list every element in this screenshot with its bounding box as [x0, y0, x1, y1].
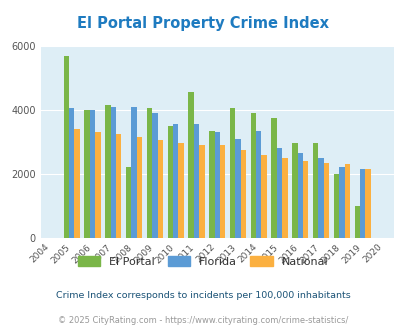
Bar — [116, 134, 121, 238]
Bar — [323, 163, 328, 238]
Bar — [209, 131, 214, 238]
Bar — [364, 169, 370, 238]
Bar — [173, 124, 178, 238]
Bar — [198, 145, 204, 238]
Bar — [271, 118, 276, 238]
Bar — [256, 131, 261, 238]
Bar — [131, 107, 136, 238]
Bar — [261, 155, 266, 238]
Bar — [193, 124, 198, 238]
Bar — [359, 169, 364, 238]
Bar — [147, 108, 152, 238]
Bar — [105, 105, 110, 238]
Bar — [338, 167, 344, 238]
Bar — [312, 144, 318, 238]
Bar — [333, 174, 338, 238]
Bar — [167, 126, 173, 238]
Text: Crime Index corresponds to incidents per 100,000 inhabitants: Crime Index corresponds to incidents per… — [55, 291, 350, 300]
Bar — [110, 107, 116, 238]
Bar — [136, 137, 142, 238]
Bar — [240, 150, 245, 238]
Bar — [292, 144, 297, 238]
Bar — [318, 158, 323, 238]
Text: El Portal Property Crime Index: El Portal Property Crime Index — [77, 16, 328, 31]
Bar — [250, 113, 256, 238]
Bar — [344, 164, 349, 238]
Bar — [69, 108, 74, 238]
Bar — [354, 206, 359, 238]
Bar — [157, 140, 162, 238]
Bar — [90, 110, 95, 238]
Bar — [235, 139, 240, 238]
Bar — [84, 110, 90, 238]
Bar — [214, 132, 220, 238]
Bar — [302, 161, 308, 238]
Text: © 2025 CityRating.com - https://www.cityrating.com/crime-statistics/: © 2025 CityRating.com - https://www.city… — [58, 316, 347, 325]
Bar — [281, 158, 287, 238]
Bar — [74, 129, 80, 238]
Bar — [178, 144, 183, 238]
Bar — [229, 108, 235, 238]
Bar — [220, 145, 225, 238]
Bar — [152, 113, 157, 238]
Bar — [297, 153, 302, 238]
Bar — [188, 92, 193, 238]
Bar — [95, 132, 100, 238]
Bar — [276, 148, 281, 238]
Legend: El Portal, Florida, National: El Portal, Florida, National — [78, 256, 327, 267]
Bar — [126, 167, 131, 238]
Bar — [64, 56, 69, 238]
